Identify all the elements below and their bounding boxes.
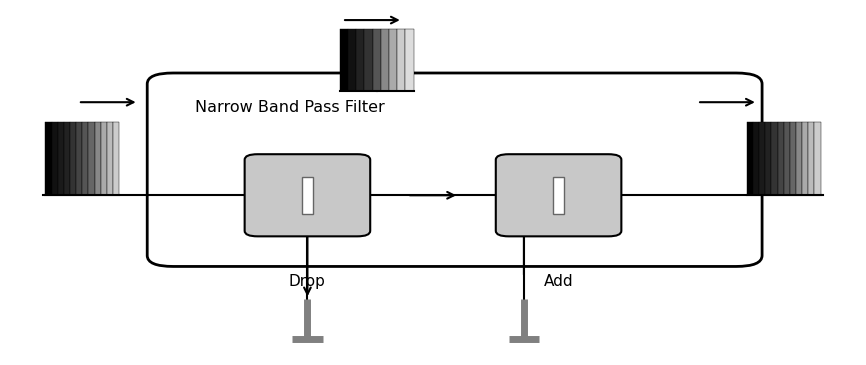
Bar <box>302 177 313 214</box>
Bar <box>64 122 70 195</box>
Bar <box>76 122 82 195</box>
Bar <box>113 122 120 195</box>
Bar <box>365 29 372 91</box>
Text: Drop: Drop <box>289 274 326 289</box>
Bar <box>94 122 100 195</box>
Bar <box>58 122 64 195</box>
Bar <box>778 122 784 195</box>
Bar <box>746 122 753 195</box>
Bar <box>405 29 414 91</box>
Bar <box>70 122 76 195</box>
FancyBboxPatch shape <box>244 154 371 237</box>
Bar <box>339 29 348 91</box>
Bar <box>82 122 88 195</box>
Bar <box>356 29 365 91</box>
Bar <box>88 122 94 195</box>
Bar <box>553 177 564 214</box>
Bar <box>52 122 58 195</box>
Bar <box>814 122 821 195</box>
Bar <box>796 122 802 195</box>
Text: Add: Add <box>544 274 573 289</box>
Bar <box>802 122 808 195</box>
FancyBboxPatch shape <box>495 154 622 237</box>
Bar <box>790 122 796 195</box>
Bar <box>753 122 759 195</box>
Bar <box>45 122 52 195</box>
Bar <box>772 122 778 195</box>
Bar <box>766 122 772 195</box>
Bar <box>100 122 107 195</box>
Text: Narrow Band Pass Filter: Narrow Band Pass Filter <box>195 100 385 115</box>
Bar <box>784 122 790 195</box>
Bar <box>372 29 381 91</box>
Bar <box>348 29 356 91</box>
Bar <box>381 29 389 91</box>
FancyBboxPatch shape <box>147 73 762 266</box>
Bar <box>397 29 405 91</box>
Bar <box>107 122 113 195</box>
Bar <box>808 122 814 195</box>
Bar <box>759 122 766 195</box>
Bar <box>389 29 397 91</box>
